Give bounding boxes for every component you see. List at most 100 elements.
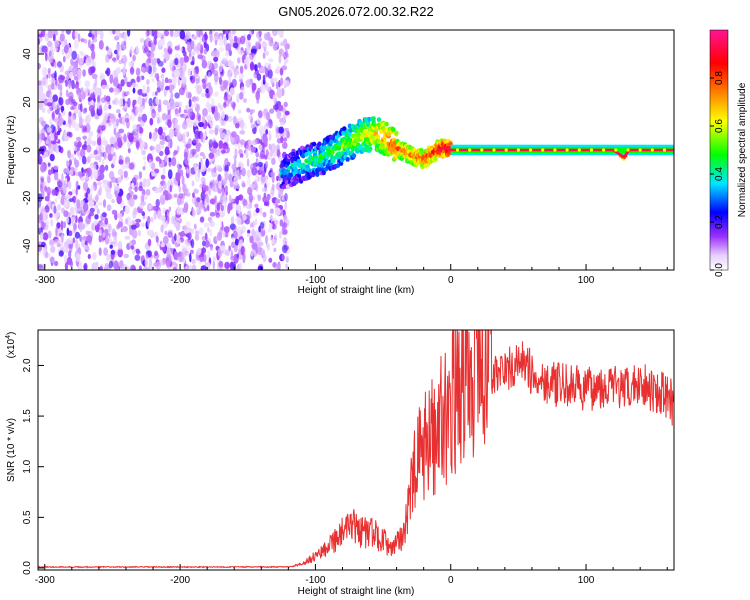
noise-blob [194,234,200,241]
noise-blob [108,260,114,269]
noise-blob [66,227,70,237]
noise-blob [116,194,122,205]
noise-blob [254,64,258,72]
noise-blob [74,39,79,50]
noise-blob [185,117,191,124]
noise-blob [40,177,44,183]
noise-blob [135,107,139,116]
noise-blob [38,265,45,270]
noise-blob [80,87,84,93]
noise-blob [258,144,263,150]
noise-blob [169,59,173,69]
noise-blob [276,138,283,144]
noise-blob [72,227,77,233]
noise-blob [143,156,146,161]
noise-blob [237,142,241,151]
noise-blob [276,149,281,158]
noise-blob [77,171,83,177]
noise-blob [83,244,88,250]
ridge-blob [317,141,322,147]
noise-blob [265,129,269,135]
noise-blob [109,180,112,189]
noise-blob [121,225,128,233]
noise-blob [107,122,112,127]
noise-blob [80,175,85,182]
noise-blob [97,201,103,206]
noise-blob [42,67,48,77]
noise-blob [171,176,175,185]
noise-blob [280,77,284,86]
noise-blob [214,127,219,136]
noise-blob [255,151,259,158]
noise-blob [159,194,166,205]
noise-blob [68,47,73,56]
noise-blob [105,54,110,63]
noise-blob [208,139,214,148]
noise-blob [138,137,142,143]
noise-blob [52,101,58,111]
noise-blob [80,38,85,43]
noise-blob [179,30,186,40]
noise-blob [102,118,107,126]
noise-blob [75,187,78,196]
noise-blob [114,49,118,55]
noise-blob [192,137,199,144]
noise-blob [195,77,199,85]
noise-blob [54,40,58,49]
noise-blob [93,149,98,155]
noise-blob [185,242,192,251]
noise-blob [126,161,130,169]
noise-blob [127,148,131,154]
noise-blob [47,230,52,239]
noise-blob [225,43,232,53]
noise-blob [140,201,147,206]
noise-blob [60,195,64,205]
noise-blob [228,173,233,183]
noise-blob [141,66,146,73]
noise-blob [123,170,128,178]
noise-blob [48,50,52,57]
noise-blob [155,111,160,119]
noise-blob [284,218,290,224]
noise-blob [148,40,152,48]
noise-blob [174,233,177,242]
noise-blob [150,216,154,223]
noise-blob [114,190,119,198]
noise-blob [99,221,105,228]
noise-blob [52,33,56,42]
noise-blob [102,199,107,208]
noise-blob [75,239,78,249]
noise-blob [48,253,51,258]
noise-blob [161,113,167,121]
noise-blob [190,238,195,249]
noise-blob [171,76,177,86]
noise-blob [84,117,89,124]
noise-blob [148,97,153,107]
noise-blob [94,87,100,96]
noise-blob [275,182,282,191]
noise-blob [267,227,273,233]
x-tick-label: -300 [35,275,55,286]
noise-blob [265,161,268,169]
noise-blob [113,136,118,143]
noise-blob [194,201,199,208]
noise-blob [164,230,168,236]
noise-blob [90,184,95,191]
noise-blob [73,107,79,115]
noise-blob [208,186,212,195]
noise-blob [46,186,52,196]
noise-blob [185,91,192,99]
noise-blob [75,253,81,263]
noise-blob [147,65,152,75]
noise-blob [41,189,45,198]
noise-blob [270,236,273,241]
noise-blob [183,55,189,63]
noise-blob [117,212,123,219]
noise-blob [71,50,77,60]
noise-blob [45,52,48,62]
noise-blob [82,135,87,140]
noise-blob [48,169,52,176]
noise-blob [147,238,152,247]
noise-blob [54,132,58,141]
noise-blob [254,203,259,208]
